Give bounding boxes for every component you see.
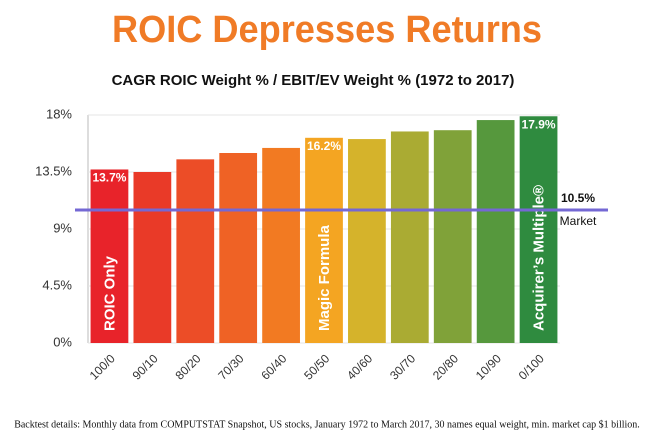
bar-label: Magic Formula (316, 224, 333, 331)
y-tick-label: 9% (53, 220, 72, 235)
value-label: 13.7% (92, 171, 126, 185)
x-tick-label: 100/0 (87, 351, 118, 382)
bar (433, 130, 472, 343)
x-tick-label: 10/90 (473, 351, 504, 382)
x-tick-label: 20/80 (430, 351, 461, 382)
x-tick-label: 50/50 (301, 351, 332, 382)
reference-name: Market (560, 214, 597, 228)
bar (219, 153, 258, 343)
reference-label: 10.5% (561, 191, 595, 205)
chart-title: ROIC Depresses Returns (112, 9, 542, 51)
bar (262, 147, 300, 343)
bar (348, 139, 386, 343)
y-tick-label: 13.5% (35, 163, 72, 178)
value-label: 16.2% (307, 139, 341, 153)
footnote: Backtest details: Monthly data from COMP… (14, 419, 640, 430)
bar (305, 137, 343, 343)
y-tick-label: 18% (46, 106, 72, 121)
chart-subtitle: CAGR ROIC Weight % / EBIT/EV Weight % (1… (112, 72, 515, 89)
bar (90, 169, 129, 343)
x-tick-label: 0/100 (516, 351, 547, 382)
bar (390, 131, 429, 343)
bar (133, 172, 172, 343)
bar (476, 120, 515, 343)
y-tick-label: 4.5% (42, 277, 72, 292)
x-tick-label: 60/40 (258, 351, 289, 382)
bar (176, 159, 215, 343)
y-tick-label: 0% (53, 334, 72, 349)
x-tick-label: 90/10 (130, 351, 161, 382)
x-tick-label: 40/60 (344, 351, 375, 382)
x-tick-label: 30/70 (387, 351, 418, 382)
x-tick-label: 70/30 (215, 351, 246, 382)
bar-label: Acquirer’s Multiple® (531, 185, 548, 331)
x-tick-label: 80/20 (173, 351, 204, 382)
bar-label: ROIC Only (101, 255, 118, 331)
bar (519, 116, 558, 344)
value-label: 17.9% (522, 117, 556, 131)
